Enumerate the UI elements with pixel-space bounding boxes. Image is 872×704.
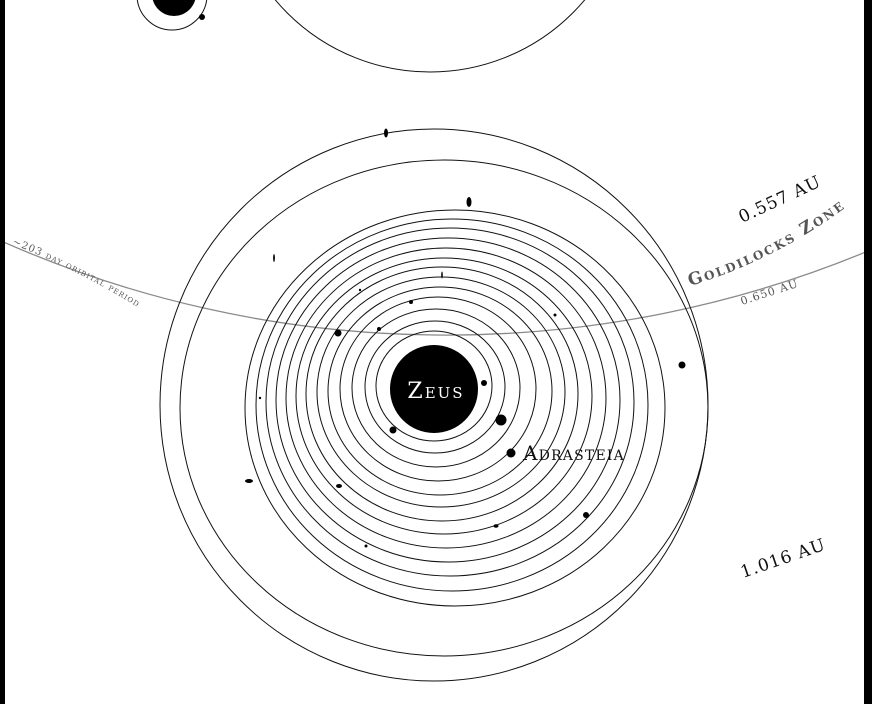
- planet: [364, 544, 368, 548]
- upper-system: [136, 0, 586, 73]
- orbit-rings: [159, 128, 709, 682]
- upper-system-outer-orbit: [274, 0, 586, 73]
- planet: [495, 414, 507, 426]
- planet: [334, 329, 342, 337]
- orbit-ring: [244, 209, 666, 607]
- planet: [389, 426, 397, 434]
- orbit-ring: [295, 257, 593, 535]
- orbit-ring: [255, 218, 649, 592]
- orbit-ring: [351, 308, 521, 468]
- planet: [466, 197, 472, 207]
- planet-label-adrasteia: Adrasteia: [522, 441, 625, 465]
- planet: [245, 479, 253, 483]
- planet: [506, 448, 516, 458]
- planet: [377, 327, 381, 331]
- orbital-period-line: [5, 241, 864, 336]
- planet: [678, 361, 686, 369]
- star-name: Zeus: [407, 379, 464, 404]
- planet: [273, 254, 275, 262]
- orbit-ring: [316, 276, 566, 508]
- upper-system-inner-orbit: [136, 0, 208, 31]
- orbit-ring: [265, 227, 635, 577]
- planet: [493, 524, 499, 528]
- orbit-ring: [285, 247, 607, 549]
- planet: [384, 128, 388, 138]
- planet: [481, 380, 487, 386]
- orbit-ring: [364, 320, 506, 454]
- upper-system-star: [152, 0, 196, 16]
- planet: [409, 300, 413, 304]
- planets: [245, 128, 686, 548]
- planet: [441, 271, 443, 279]
- planet: [258, 396, 262, 400]
- orbit-ring: [327, 286, 553, 496]
- central-star: [390, 345, 478, 433]
- orbit-ring: [339, 296, 537, 482]
- planet: [336, 484, 342, 488]
- planet: [583, 512, 589, 518]
- orbit-ring: [375, 330, 493, 442]
- planet: [358, 288, 362, 292]
- planet: [553, 313, 557, 317]
- orbit-ring: [305, 266, 579, 522]
- orbit-ring: [275, 237, 621, 563]
- orbit-ring: [179, 159, 709, 657]
- upper-system-moon: [199, 14, 205, 20]
